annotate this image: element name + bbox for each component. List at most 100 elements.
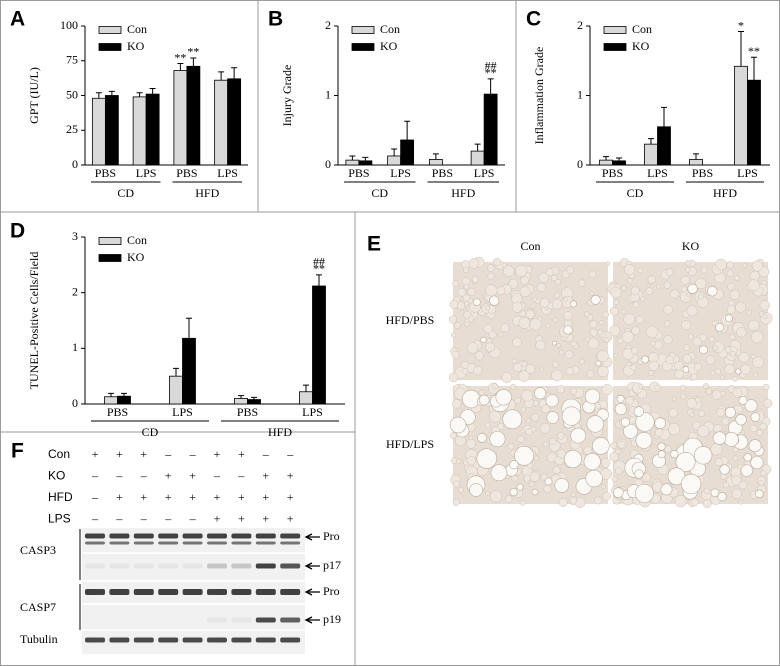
cell xyxy=(552,317,559,323)
cell xyxy=(632,301,640,308)
cell xyxy=(523,474,531,482)
error-bar xyxy=(648,138,654,145)
cell xyxy=(601,458,611,468)
cell xyxy=(520,407,527,413)
blot-band xyxy=(158,541,179,545)
cell xyxy=(605,261,611,267)
legend-swatch xyxy=(98,254,122,262)
cell xyxy=(732,376,738,382)
cell xyxy=(738,480,748,490)
condition-sign: – xyxy=(140,468,148,482)
vacuole xyxy=(480,336,487,343)
vacuole xyxy=(660,483,673,496)
condition-sign: – xyxy=(164,511,172,525)
condition-sign: + xyxy=(165,468,172,482)
error-bar xyxy=(238,395,244,399)
blot-band xyxy=(207,541,227,545)
condition-sign: + xyxy=(189,490,196,504)
blot-band xyxy=(85,533,105,539)
vacuole xyxy=(657,450,666,459)
cell xyxy=(521,361,528,367)
blot-band xyxy=(231,563,252,569)
legend-label: Con xyxy=(127,233,147,247)
vacuole xyxy=(563,325,573,335)
cell xyxy=(639,296,645,302)
cell xyxy=(466,455,477,466)
condition-sign: + xyxy=(238,511,245,525)
bar xyxy=(182,337,196,405)
cell xyxy=(540,473,548,481)
blot-band xyxy=(133,637,154,643)
cell xyxy=(713,424,723,434)
band-label: p19 xyxy=(323,612,341,626)
y-tick-label: 25 xyxy=(66,122,78,136)
cell xyxy=(570,340,577,347)
cell xyxy=(654,428,664,437)
vacuole xyxy=(586,415,604,433)
error-bar xyxy=(190,57,197,67)
cell xyxy=(730,350,736,357)
error-bar xyxy=(173,367,179,377)
cell xyxy=(726,305,736,315)
vacuole xyxy=(634,483,654,503)
cell xyxy=(693,362,703,372)
legend-swatch xyxy=(351,26,375,34)
condition-sign: – xyxy=(213,468,221,482)
x-tick-label: PBS xyxy=(95,166,116,180)
cell xyxy=(750,353,757,360)
legend-label: KO xyxy=(127,250,145,264)
blot-band xyxy=(158,589,179,595)
y-axis-label: Injury Grade xyxy=(280,65,294,127)
bar xyxy=(483,93,498,166)
y-axis-label: TUNEL-Positive Cells/Field xyxy=(27,252,41,390)
cell xyxy=(539,367,544,373)
vacuole xyxy=(706,285,718,297)
vacuole xyxy=(635,412,655,432)
cell xyxy=(507,442,515,450)
bar xyxy=(247,399,261,405)
legend-swatch xyxy=(98,43,122,51)
panel-label: A xyxy=(10,8,25,31)
cell xyxy=(732,455,739,461)
cell xyxy=(716,407,726,417)
cell xyxy=(723,481,730,489)
cell xyxy=(703,487,710,494)
significance-mark: ** xyxy=(174,50,186,64)
cell xyxy=(551,298,563,310)
cell xyxy=(541,404,551,414)
cell xyxy=(642,473,651,482)
bar xyxy=(234,398,248,405)
vacuole xyxy=(531,488,539,496)
significance-mark: ## xyxy=(313,255,325,269)
cell xyxy=(623,263,635,275)
cell xyxy=(585,336,590,342)
cell xyxy=(508,278,519,289)
cell xyxy=(514,397,522,404)
cell xyxy=(647,275,656,284)
cell xyxy=(485,491,490,496)
error-bar xyxy=(738,31,744,67)
vacuole xyxy=(620,417,630,427)
x-tick-label: LPS xyxy=(737,166,758,180)
group-label: HFD xyxy=(713,186,737,200)
cell xyxy=(692,337,702,347)
cell xyxy=(703,383,710,390)
error-bar xyxy=(218,71,225,81)
x-tick-label: LPS xyxy=(172,405,193,419)
cell xyxy=(502,265,515,277)
cell xyxy=(569,497,577,505)
cell xyxy=(602,492,612,501)
significance-mark: ** xyxy=(485,66,497,80)
condition-sign: + xyxy=(287,490,294,504)
error-bar xyxy=(95,92,102,99)
vacuole xyxy=(590,294,601,305)
bar xyxy=(104,95,119,166)
cell xyxy=(689,412,695,417)
condition-sign: – xyxy=(164,447,172,461)
cell xyxy=(452,399,462,409)
condition-sign: + xyxy=(287,468,294,482)
error-bar xyxy=(661,106,667,127)
cell xyxy=(512,337,522,348)
cell xyxy=(735,301,747,313)
band-arrow xyxy=(304,562,320,570)
